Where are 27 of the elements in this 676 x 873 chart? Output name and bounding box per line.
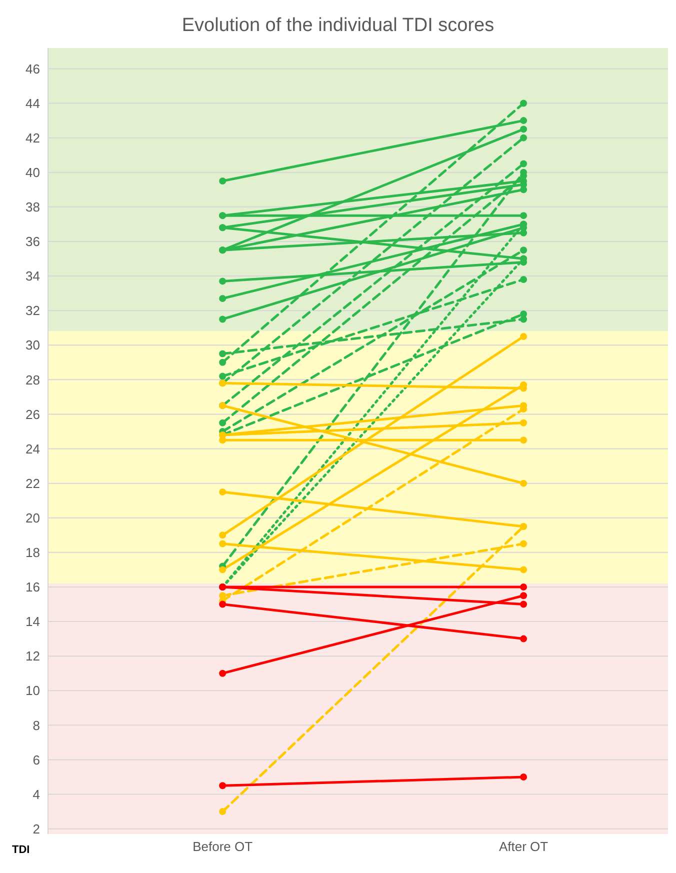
y-tick-label: 44: [26, 96, 40, 111]
y-tick-label: 8: [32, 718, 40, 733]
y-tick-label: 18: [26, 545, 40, 560]
y-tick-label: 40: [26, 164, 40, 180]
y-tick-label: 30: [26, 338, 40, 353]
y-tick-label: 42: [26, 130, 40, 146]
y-tick-label: 6: [32, 752, 40, 768]
y-tick-label: 24: [26, 441, 40, 456]
y-axis-title: TDI: [12, 844, 30, 856]
x-tick-label: Before OT: [192, 839, 253, 854]
y-tick-label: 26: [26, 406, 40, 422]
y-tick-label: 38: [26, 200, 40, 215]
y-tick-label: 4: [32, 786, 40, 802]
y-tick-label: 2: [32, 821, 40, 836]
y-tick-label: 10: [26, 683, 40, 698]
y-tick-label: 28: [26, 372, 40, 388]
y-tick-label: 22: [26, 476, 40, 491]
y-tick-label: 20: [26, 510, 40, 526]
chart-title: Evolution of the individual TDI scores: [180, 14, 496, 38]
y-tick-label: 32: [26, 303, 40, 318]
y-tick-label: 46: [26, 61, 40, 76]
y-tick-label: 34: [26, 268, 40, 284]
y-tick-label: 36: [26, 234, 40, 250]
y-tick-label: 12: [26, 648, 40, 664]
y-tick-label: 16: [26, 580, 40, 595]
y-tick-label: 14: [26, 614, 40, 630]
x-tick-label: After OT: [498, 839, 548, 854]
